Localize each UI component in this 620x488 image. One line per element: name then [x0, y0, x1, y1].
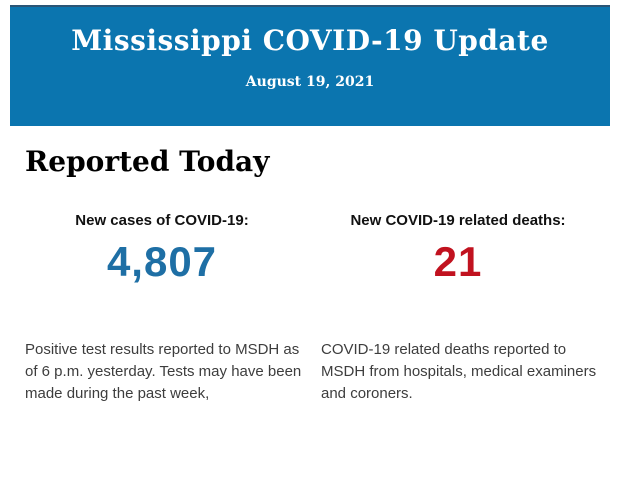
deaths-label: New COVID-19 related deaths: — [350, 212, 566, 229]
cases-description: Positive test results reported to MSDH a… — [25, 341, 302, 402]
section-heading: Reported Today — [25, 145, 270, 178]
cases-value: 4,807 — [106, 238, 218, 285]
deaths-value: 21 — [433, 238, 483, 285]
deaths-column: New COVID-19 related deaths: 21 COVID-19… — [321, 212, 596, 405]
deaths-description: COVID-19 related deaths reported to MSDH… — [321, 341, 597, 402]
main-content: Reported Today New cases of COVID-19: 4,… — [0, 145, 620, 405]
page-title: Mississippi COVID-19 Update — [71, 24, 549, 57]
header-banner: Mississippi COVID-19 Update August 19, 2… — [10, 5, 610, 126]
header-date: August 19, 2021 — [245, 74, 375, 90]
cases-label: New cases of COVID-19: — [75, 212, 249, 229]
cases-column: New cases of COVID-19: 4,807 Positive te… — [25, 212, 301, 405]
stats-columns: New cases of COVID-19: 4,807 Positive te… — [25, 212, 596, 405]
